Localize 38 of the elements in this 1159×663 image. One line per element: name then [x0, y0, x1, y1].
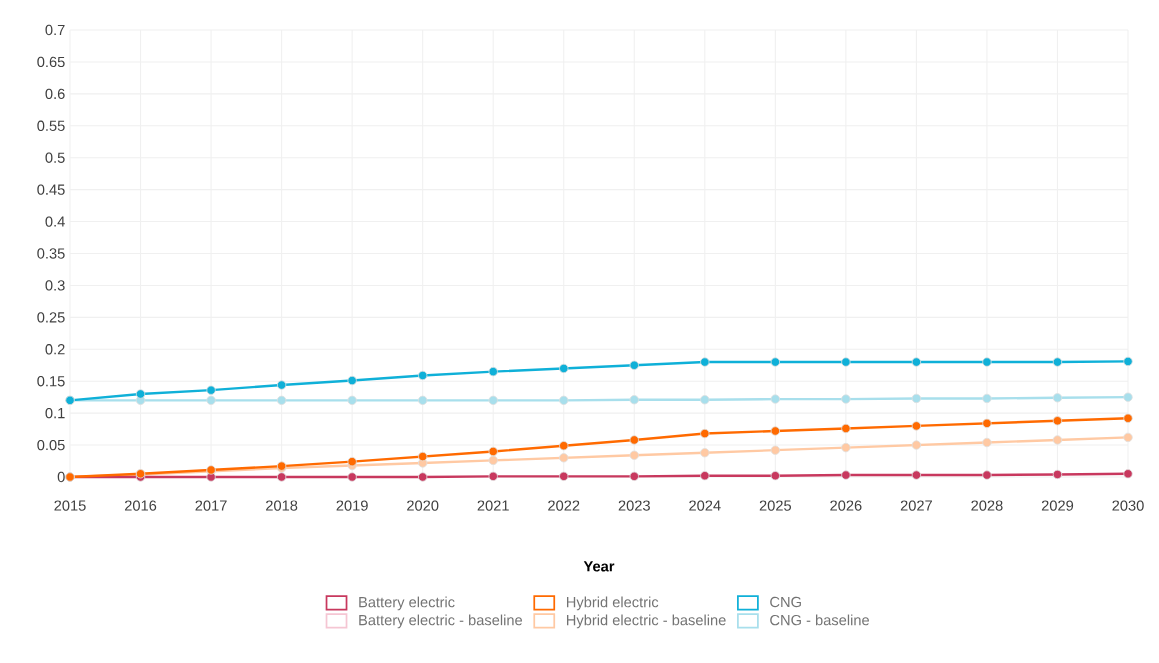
y-tick-label: 0.55: [37, 120, 65, 131]
y-tick-label: 0.35: [37, 248, 65, 259]
x-tick-label: 2021: [477, 500, 509, 511]
y-tick-label: 0.1: [45, 407, 65, 419]
legend-label: Battery electric - baseline: [359, 614, 523, 629]
x-tick-label: 2029: [1041, 500, 1074, 511]
x-tick-label: 2017: [195, 500, 227, 511]
legend-label: Hybrid electric - baseline: [567, 614, 726, 629]
y-tick-label: 0.25: [37, 312, 65, 323]
x-tick-label: 2019: [336, 500, 368, 511]
x-tick-label: 2024: [689, 500, 721, 511]
y-tick-label: 0.15: [37, 376, 65, 387]
y-tick-label: 0: [57, 471, 65, 483]
x-tick-label: 2015: [54, 500, 86, 511]
y-tick-label: 0.4: [45, 216, 65, 227]
x-tick-label: 2030: [1112, 500, 1144, 511]
x-tick-label: 2026: [830, 500, 862, 511]
y-tick-label: 0.5: [45, 152, 65, 163]
x-tick-label: 2022: [548, 500, 580, 511]
y-tick-label: 0.6: [45, 88, 65, 100]
y-tick-label: 0.45: [37, 184, 65, 195]
x-tick-label: 2016: [124, 500, 157, 511]
x-tick-label: 2028: [971, 500, 1003, 511]
legend-label: CNG - baseline: [770, 614, 870, 626]
y-tick-label: 0.65: [37, 56, 65, 68]
x-axis-title: Year: [583, 561, 615, 572]
x-tick-label: 2018: [266, 500, 298, 511]
y-tick-label: 0.05: [37, 439, 65, 451]
x-tick-label: 2027: [900, 500, 932, 511]
y-tick-label: 0.7: [45, 24, 65, 36]
y-tick-label: 0.3: [45, 280, 65, 291]
legend-label: Hybrid electric: [567, 596, 659, 611]
y-tick-label: 0.2: [45, 344, 65, 355]
legend-label: CNG: [770, 596, 801, 608]
x-tick-label: 2023: [618, 500, 650, 511]
legend-label: Battery electric: [359, 596, 455, 611]
x-tick-label: 2020: [407, 500, 439, 511]
x-tick-label: 2025: [759, 500, 792, 511]
